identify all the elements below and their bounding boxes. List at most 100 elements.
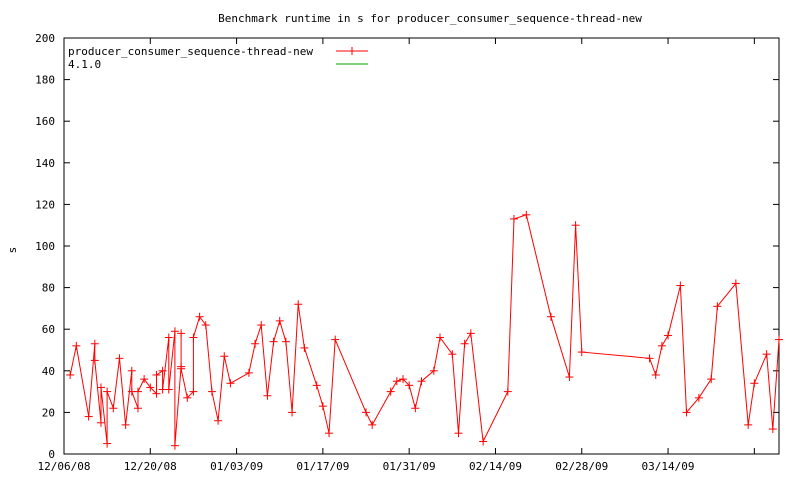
data-point bbox=[664, 331, 673, 340]
data-point bbox=[386, 387, 395, 396]
data-point bbox=[546, 312, 555, 321]
x-tick-label: 01/17/09 bbox=[296, 460, 349, 473]
data-point bbox=[177, 329, 186, 338]
data-point bbox=[577, 348, 586, 357]
y-axis-ticks: 0 20 40 60 80 100 120 140 160 180 200 bbox=[35, 32, 779, 461]
data-point bbox=[72, 341, 81, 350]
data-point bbox=[707, 375, 716, 384]
x-tick-label: 02/14/09 bbox=[469, 460, 522, 473]
data-point bbox=[392, 377, 401, 386]
data-point bbox=[66, 370, 75, 379]
data-point bbox=[466, 329, 475, 338]
data-point bbox=[275, 316, 284, 325]
data-point bbox=[214, 416, 223, 425]
data-point bbox=[399, 375, 408, 384]
plot-area-frame bbox=[63, 37, 780, 455]
legend-label: 4.1.0 bbox=[68, 58, 101, 71]
data-point bbox=[269, 337, 278, 346]
data-point bbox=[146, 383, 155, 392]
data-point bbox=[263, 391, 272, 400]
chart-title: Benchmark runtime in s for producer_cons… bbox=[218, 12, 642, 25]
data-point bbox=[103, 387, 112, 396]
y-tick-label: 180 bbox=[35, 74, 55, 87]
y-tick-label: 20 bbox=[42, 406, 55, 419]
data-point bbox=[133, 404, 142, 413]
x-tick-label: 01/31/09 bbox=[383, 460, 436, 473]
data-point bbox=[281, 337, 290, 346]
series-line-0 bbox=[69, 214, 780, 446]
data-point bbox=[750, 379, 759, 388]
data-point bbox=[177, 364, 186, 373]
data-point bbox=[103, 439, 112, 448]
data-point bbox=[140, 375, 149, 384]
data-point bbox=[565, 373, 574, 382]
data-point bbox=[152, 370, 161, 379]
y-tick-label: 60 bbox=[42, 323, 55, 336]
data-point bbox=[183, 393, 192, 402]
data-point bbox=[96, 383, 105, 392]
data-point bbox=[90, 356, 99, 365]
data-point bbox=[325, 429, 334, 438]
data-point bbox=[288, 408, 297, 417]
data-point bbox=[109, 404, 118, 413]
y-tick-label: 140 bbox=[35, 157, 55, 170]
data-point bbox=[170, 441, 179, 450]
data-point bbox=[460, 339, 469, 348]
data-point bbox=[244, 368, 253, 377]
data-point bbox=[201, 321, 210, 330]
data-point bbox=[775, 335, 783, 344]
data-point bbox=[121, 420, 130, 429]
legend: producer_consumer_sequence-thread-new4.1… bbox=[68, 45, 368, 71]
data-point bbox=[762, 350, 771, 359]
data-point bbox=[133, 387, 142, 396]
data-point bbox=[676, 281, 685, 290]
data-point bbox=[207, 387, 216, 396]
data-point bbox=[479, 437, 488, 446]
data-point bbox=[713, 302, 722, 311]
data-point bbox=[84, 412, 93, 421]
data-point bbox=[503, 387, 512, 396]
data-point bbox=[768, 425, 777, 434]
data-point bbox=[189, 333, 198, 342]
data-point bbox=[331, 335, 340, 344]
data-point bbox=[226, 379, 235, 388]
data-point bbox=[300, 343, 309, 352]
data-point bbox=[251, 339, 260, 348]
data-point bbox=[429, 366, 438, 375]
data-point bbox=[96, 418, 105, 427]
data-point bbox=[645, 354, 654, 363]
data-point bbox=[164, 333, 173, 342]
data-point bbox=[220, 352, 229, 361]
x-tick-label: 12/20/08 bbox=[124, 460, 177, 473]
data-point bbox=[657, 341, 666, 350]
data-point bbox=[448, 350, 457, 359]
data-point bbox=[731, 279, 740, 288]
data-point bbox=[158, 366, 167, 375]
data-point bbox=[368, 420, 377, 429]
data-point bbox=[682, 408, 691, 417]
data-point bbox=[411, 404, 420, 413]
data-point bbox=[454, 429, 463, 438]
data-point bbox=[90, 339, 99, 348]
y-tick-label: 160 bbox=[35, 115, 55, 128]
data-point bbox=[744, 420, 753, 429]
data-point bbox=[405, 381, 414, 390]
y-tick-label: 40 bbox=[42, 365, 55, 378]
data-point bbox=[257, 321, 266, 330]
legend-label: producer_consumer_sequence-thread-new bbox=[68, 45, 313, 58]
data-point bbox=[312, 381, 321, 390]
data-point bbox=[571, 221, 580, 230]
y-tick-label: 80 bbox=[42, 282, 55, 295]
data-point bbox=[115, 354, 124, 363]
x-axis-ticks: 12/06/08 12/20/08 01/03/09 01/17/09 01/31/09… bbox=[38, 38, 755, 473]
data-point bbox=[164, 385, 173, 394]
data-point bbox=[651, 370, 660, 379]
x-tick-label: 12/06/08 bbox=[38, 460, 91, 473]
x-tick-label: 03/14/09 bbox=[642, 460, 695, 473]
series-layer bbox=[66, 210, 783, 450]
y-tick-label: 200 bbox=[35, 32, 55, 45]
data-point bbox=[170, 327, 179, 336]
data-point bbox=[417, 377, 426, 386]
data-point bbox=[127, 366, 136, 375]
